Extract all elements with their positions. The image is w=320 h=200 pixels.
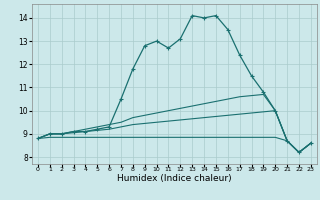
X-axis label: Humidex (Indice chaleur): Humidex (Indice chaleur) <box>117 174 232 183</box>
